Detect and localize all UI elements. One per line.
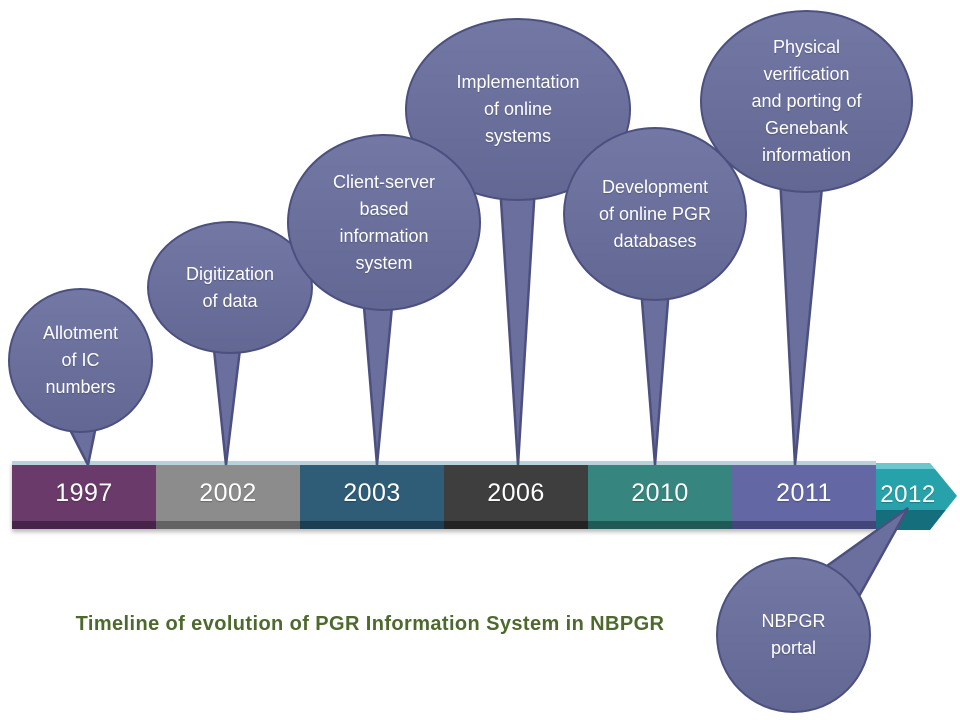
year-label: 2003 — [343, 478, 401, 507]
callout-bubble: Allotment of IC numbers — [8, 288, 153, 433]
timeline-segment-1997: 1997 — [12, 465, 156, 529]
callout-text: Development of online PGR databases — [598, 176, 712, 251]
callout-bubble: Development of online PGR databases — [563, 127, 747, 301]
timeline-segment-2011: 2011 — [732, 465, 876, 529]
callout-text: NBPGR portal — [761, 611, 826, 658]
callout-bubble: Client-server based information system — [287, 134, 481, 311]
timeline-segments: 1997 2002 2003 2006 2010 2011 — [12, 465, 876, 529]
year-label: 1997 — [55, 478, 113, 507]
callout-text: Allotment of IC numbers — [42, 323, 119, 397]
year-label: 2011 — [776, 478, 832, 507]
callout-text: Client-server based information system — [332, 171, 436, 273]
timeline-bar: 1997 2002 2003 2006 2010 2011 — [12, 461, 876, 529]
diagram-caption: Timeline of evolution of PGR Information… — [75, 613, 665, 635]
callout-text: Implementation of online systems — [456, 72, 580, 146]
year-label: 2012 — [880, 480, 936, 508]
timeline-segment-2006: 2006 — [444, 465, 588, 529]
callout-bubble: Physical verification and porting of Gen… — [700, 10, 913, 193]
timeline-segment-2002: 2002 — [156, 465, 300, 529]
callout-text: Physical verification and porting of Gen… — [751, 37, 862, 165]
timeline-arrow-2012: 2012 — [876, 463, 957, 530]
bar-top-edge — [12, 461, 876, 465]
callout-bubble: NBPGR portal — [716, 557, 871, 713]
year-label: 2006 — [487, 478, 545, 507]
callout-bubble: Implementation of online systems — [405, 18, 631, 201]
callout-bubble: Digitization of data — [147, 221, 313, 354]
year-label: 2010 — [631, 478, 689, 507]
timeline-segment-2010: 2010 — [588, 465, 732, 529]
year-label: 2002 — [199, 478, 257, 507]
callout-text: Digitization of data — [185, 263, 275, 311]
timeline-segment-2003: 2003 — [300, 465, 444, 529]
